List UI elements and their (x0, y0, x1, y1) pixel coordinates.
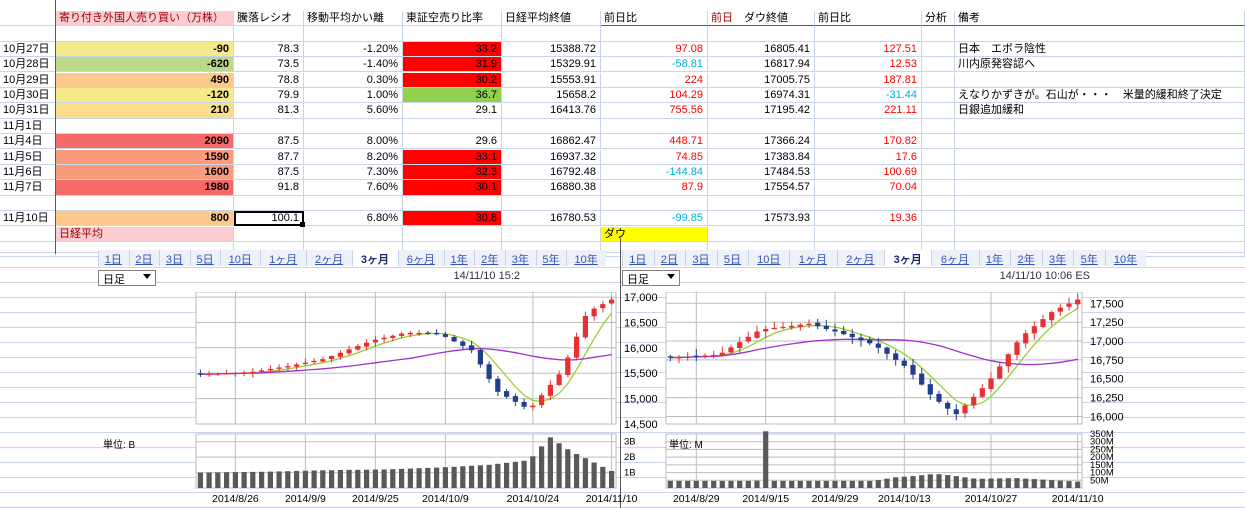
svg-text:17,000: 17,000 (1090, 336, 1124, 348)
svg-text:16,750: 16,750 (1090, 355, 1124, 367)
svg-text:17,250: 17,250 (1090, 317, 1124, 329)
svg-text:16,000: 16,000 (1090, 412, 1124, 424)
svg-text:2014/9/15: 2014/9/15 (742, 493, 789, 505)
svg-text:2014/10/27: 2014/10/27 (965, 493, 1018, 505)
svg-text:17,500: 17,500 (1090, 298, 1124, 310)
svg-text:2014/9/9: 2014/9/9 (285, 493, 326, 505)
svg-text:2014/11/10: 2014/11/10 (1052, 493, 1104, 505)
svg-text:2014/9/25: 2014/9/25 (352, 493, 399, 505)
svg-text:2014/8/26: 2014/8/26 (212, 493, 259, 505)
svg-text:350M: 350M (1090, 429, 1114, 440)
svg-text:16,250: 16,250 (1090, 393, 1124, 405)
svg-text:2014/9/29: 2014/9/29 (812, 493, 859, 505)
svg-text:2014/8/29: 2014/8/29 (673, 493, 720, 505)
svg-text:16,500: 16,500 (1090, 374, 1124, 386)
svg-text:2014/10/24: 2014/10/24 (507, 493, 560, 505)
svg-text:2014/10/13: 2014/10/13 (878, 493, 931, 505)
svg-text:2014/10/9: 2014/10/9 (422, 493, 469, 505)
